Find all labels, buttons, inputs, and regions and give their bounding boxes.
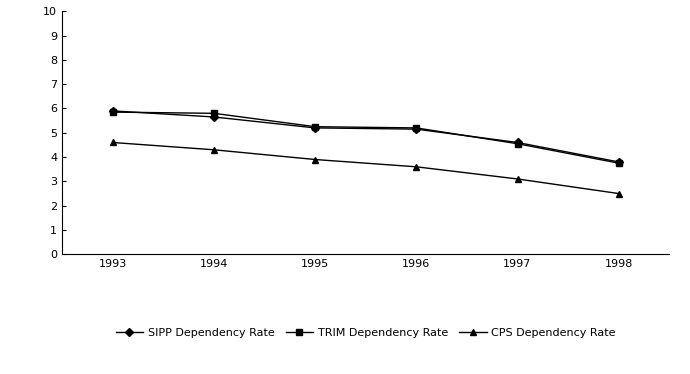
SIPP Dependency Rate <box>108 108 117 113</box>
CPS Dependency Rate <box>210 147 218 152</box>
TRIM Dependency Rate <box>513 141 522 146</box>
TRIM Dependency Rate <box>210 111 218 116</box>
Line: CPS Dependency Rate: CPS Dependency Rate <box>110 140 622 196</box>
SIPP Dependency Rate <box>412 127 420 131</box>
CPS Dependency Rate <box>615 191 623 196</box>
Legend: SIPP Dependency Rate, TRIM Dependency Rate, CPS Dependency Rate: SIPP Dependency Rate, TRIM Dependency Ra… <box>115 328 616 338</box>
SIPP Dependency Rate <box>210 115 218 119</box>
Line: TRIM Dependency Rate: TRIM Dependency Rate <box>110 109 622 166</box>
TRIM Dependency Rate <box>412 126 420 130</box>
CPS Dependency Rate <box>513 177 522 181</box>
CPS Dependency Rate <box>311 157 319 162</box>
SIPP Dependency Rate <box>311 126 319 130</box>
TRIM Dependency Rate <box>311 125 319 129</box>
TRIM Dependency Rate <box>108 110 117 114</box>
CPS Dependency Rate <box>412 165 420 169</box>
SIPP Dependency Rate <box>615 160 623 164</box>
TRIM Dependency Rate <box>615 161 623 165</box>
Line: SIPP Dependency Rate: SIPP Dependency Rate <box>110 108 622 165</box>
SIPP Dependency Rate <box>513 140 522 145</box>
CPS Dependency Rate <box>108 140 117 145</box>
